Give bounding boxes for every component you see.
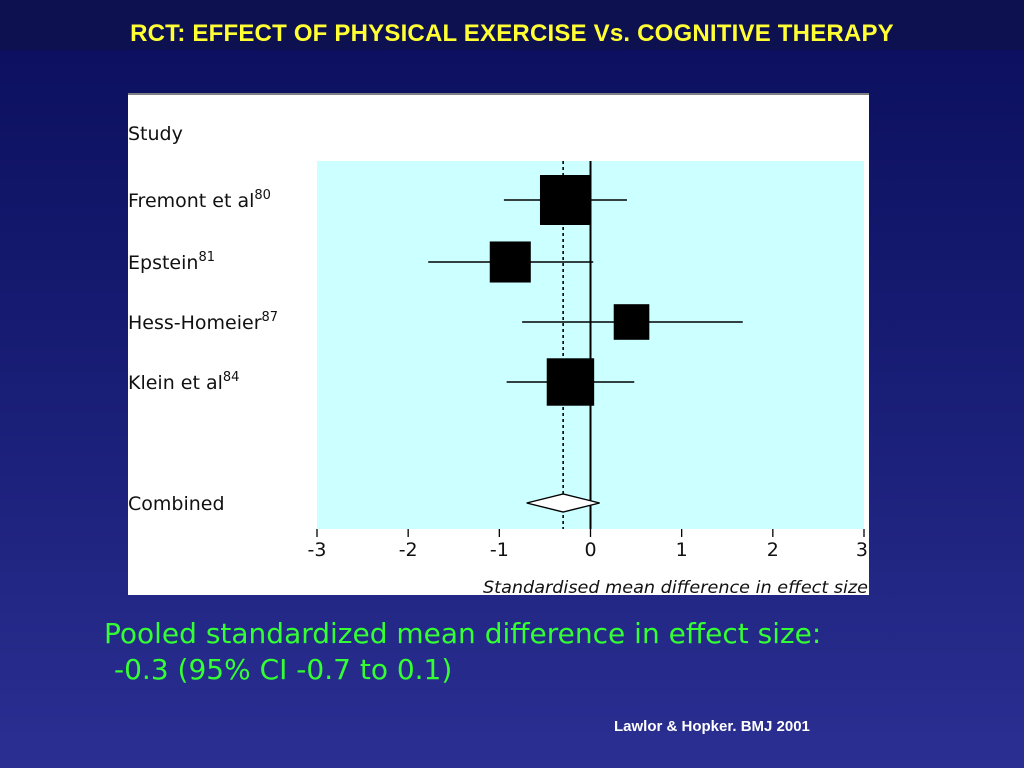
citation: Lawlor & Hopker. BMJ 2001 <box>614 718 810 735</box>
combined-diamond <box>526 493 600 513</box>
study-name: Epstein <box>128 252 198 274</box>
pooled-line-1: Pooled standardized mean difference in e… <box>104 617 822 650</box>
study-effect-marker <box>489 241 531 283</box>
study-effect-marker <box>539 175 590 225</box>
forest-plot: Study Fremont et al80 Epstein81 Hess-Homeie… <box>128 93 869 595</box>
x-axis-label: Standardised mean difference in effect s… <box>483 578 868 595</box>
study-effect-marker <box>613 304 650 340</box>
study-reference: 84 <box>223 370 240 385</box>
combined-label: Combined <box>128 493 225 515</box>
forest-plot-panel: Study Fremont et al80 Epstein81 Hess-Homeie… <box>128 93 869 595</box>
study-effect-marker <box>546 358 595 406</box>
pooled-line-2: -0.3 (95% CI -0.7 to 0.1) <box>114 653 453 686</box>
x-tick-label: -1 <box>490 539 509 561</box>
study-label: Fremont et al80 <box>128 188 271 212</box>
x-tick-label: 2 <box>767 539 779 561</box>
study-name: Klein et al <box>128 372 223 394</box>
study-reference: 87 <box>262 310 279 325</box>
x-tick-label: 3 <box>856 539 868 561</box>
x-tick-label: -2 <box>399 539 418 561</box>
study-name: Fremont et al <box>128 190 254 212</box>
pooled-estimate-text: Pooled standardized mean difference in e… <box>104 616 821 688</box>
slide-title: RCT: EFFECT OF PHYSICAL EXERCISE Vs. COG… <box>130 20 894 47</box>
title-bar: RCT: EFFECT OF PHYSICAL EXERCISE Vs. COG… <box>0 0 1024 50</box>
x-tick-label: -3 <box>308 539 327 561</box>
study-reference: 80 <box>254 188 271 203</box>
study-reference: 81 <box>198 250 215 265</box>
study-label: Epstein81 <box>128 250 215 274</box>
study-label: Klein et al84 <box>128 370 239 394</box>
x-tick-label: 1 <box>676 539 688 561</box>
study-column-header: Study <box>128 123 183 145</box>
study-name: Hess-Homeier <box>128 312 262 334</box>
study-label: Hess-Homeier87 <box>128 310 278 334</box>
x-tick-label: 0 <box>584 539 596 561</box>
